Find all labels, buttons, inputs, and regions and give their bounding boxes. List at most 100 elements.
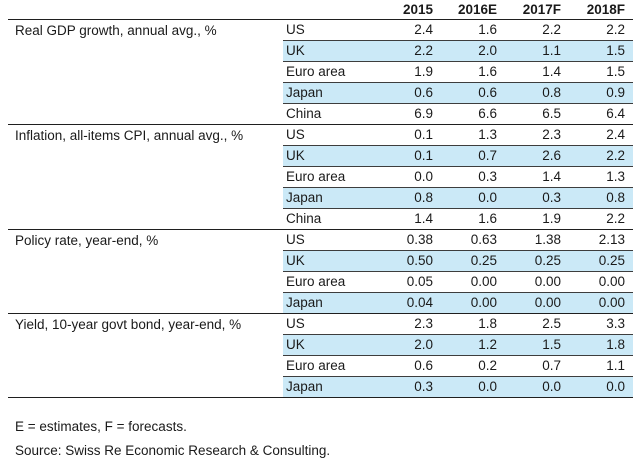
value-cell: 2.2: [369, 39, 433, 61]
region-cell: UK: [283, 249, 369, 271]
value-cell: 2.4: [561, 123, 633, 145]
value-cell: 0.9: [561, 81, 633, 103]
value-cell: 2.6: [497, 144, 561, 166]
value-cell: 2.0: [369, 333, 433, 355]
value-cell: 0.0: [497, 375, 561, 397]
table-row: Inflation, all-items CPI, annual avg., %…: [8, 123, 633, 229]
region-cell: US: [283, 18, 369, 40]
table-row: UK 0.50 0.25 0.25 0.25: [8, 249, 633, 271]
value-cell: 6.4: [561, 102, 633, 124]
year-column-header: 2016E: [433, 0, 497, 20]
table-row: Real GDP growth, annual avg., % US 2.4 1.6 2…: [8, 18, 633, 124]
value-cell: 0.7: [433, 144, 497, 166]
region-cell: US: [283, 228, 369, 250]
value-cell: 0.25: [433, 249, 497, 271]
value-cell: 0.00: [561, 291, 633, 313]
region-cell: Euro area: [283, 354, 369, 376]
value-cell: 1.5: [497, 333, 561, 355]
value-cell: 6.6: [433, 102, 497, 124]
value-cell: 0.50: [369, 249, 433, 271]
value-cell: 0.63: [433, 228, 497, 250]
year-column-header: 2015: [369, 0, 433, 20]
table-row: UK 0.1 0.7 2.6 2.2: [8, 144, 633, 166]
value-cell: 2.5: [497, 312, 561, 334]
value-cell: 0.2: [433, 354, 497, 376]
value-cell: 1.8: [433, 312, 497, 334]
value-cell: 1.1: [497, 39, 561, 61]
value-cell: 2.3: [369, 312, 433, 334]
table-row: China 1.4 1.6 1.9 2.2: [8, 207, 633, 229]
value-cell: 2.3: [497, 123, 561, 145]
value-cell: 6.5: [497, 102, 561, 124]
value-cell: 1.4: [497, 165, 561, 187]
region-cell: Euro area: [283, 165, 369, 187]
value-cell: 6.9: [369, 102, 433, 124]
value-cell: 1.6: [433, 18, 497, 40]
value-cell: 1.1: [561, 354, 633, 376]
region-cell: US: [283, 312, 369, 334]
source-note: Source: Swiss Re Economic Research & Con…: [15, 442, 331, 458]
value-cell: 0.00: [433, 270, 497, 292]
value-cell: 0.3: [433, 165, 497, 187]
table-row: Japan 0.3 0.0 0.0 0.0: [8, 375, 633, 397]
value-cell: 1.3: [433, 123, 497, 145]
value-cell: 0.3: [369, 375, 433, 397]
region-cell: China: [283, 207, 369, 229]
value-cell: 2.2: [561, 144, 633, 166]
value-cell: 0.1: [369, 144, 433, 166]
section-label: Real GDP growth, annual avg., %: [8, 18, 283, 124]
year-column-header: 2018F: [561, 0, 633, 20]
value-cell: 0.0: [369, 165, 433, 187]
value-cell: 2.2: [561, 207, 633, 229]
year-column-header: 2017F: [497, 0, 561, 20]
value-cell: 0.0: [561, 375, 633, 397]
region-cell: Japan: [283, 186, 369, 208]
region-cell: Euro area: [283, 270, 369, 292]
value-cell: 0.00: [433, 291, 497, 313]
region-cell: Japan: [283, 81, 369, 103]
table-row: UK 2.2 2.0 1.1 1.5: [8, 39, 633, 61]
value-cell: 0.00: [561, 270, 633, 292]
value-cell: 0.1: [369, 123, 433, 145]
region-cell: China: [283, 102, 369, 124]
page: 2015 2016E 2017F 2018F Real GDP growth, …: [8, 0, 633, 458]
table-row: Policy rate, year-end, % US 0.38 0.63 1.38 2.…: [8, 228, 633, 313]
value-cell: 1.38: [497, 228, 561, 250]
region-cell: Japan: [283, 375, 369, 397]
table-row: Japan 0.04 0.00 0.00 0.00: [8, 291, 633, 313]
economic-indicators-table: 2015 2016E 2017F 2018F Real GDP growth, …: [8, 0, 633, 398]
value-cell: 1.5: [561, 60, 633, 82]
value-cell: 2.2: [561, 18, 633, 40]
value-cell: 0.6: [369, 354, 433, 376]
value-cell: 1.6: [433, 207, 497, 229]
table-body: Real GDP growth, annual avg., % US 2.4 1.6 2…: [8, 18, 633, 397]
value-cell: 1.5: [561, 39, 633, 61]
value-cell: 0.00: [497, 291, 561, 313]
table-row: Japan 0.6 0.6 0.8 0.9: [8, 81, 633, 103]
value-cell: 1.2: [433, 333, 497, 355]
section-label: Policy rate, year-end, %: [8, 228, 283, 313]
region-cell: UK: [283, 144, 369, 166]
section-label: Yield, 10-year govt bond, year-end, %: [8, 312, 283, 397]
region-cell: UK: [283, 333, 369, 355]
value-cell: 0.38: [369, 228, 433, 250]
table-row: Euro area 0.0 0.3 1.4 1.3: [8, 165, 633, 187]
legend-note: E = estimates, F = forecasts.: [15, 418, 187, 434]
table-header-row: 2015 2016E 2017F 2018F: [8, 0, 633, 20]
value-cell: 0.25: [497, 249, 561, 271]
value-cell: 0.0: [433, 186, 497, 208]
value-cell: 1.4: [497, 60, 561, 82]
value-cell: 2.13: [561, 228, 633, 250]
value-cell: 1.4: [369, 207, 433, 229]
value-cell: 0.3: [497, 186, 561, 208]
value-cell: 1.9: [369, 60, 433, 82]
table-row: Japan 0.8 0.0 0.3 0.8: [8, 186, 633, 208]
value-cell: 0.0: [433, 375, 497, 397]
value-cell: 0.04: [369, 291, 433, 313]
value-cell: 1.9: [497, 207, 561, 229]
value-cell: 0.6: [369, 81, 433, 103]
value-cell: 0.8: [561, 186, 633, 208]
table-row: Euro area 1.9 1.6 1.4 1.5: [8, 60, 633, 82]
value-cell: 2.2: [497, 18, 561, 40]
value-cell: 0.25: [561, 249, 633, 271]
